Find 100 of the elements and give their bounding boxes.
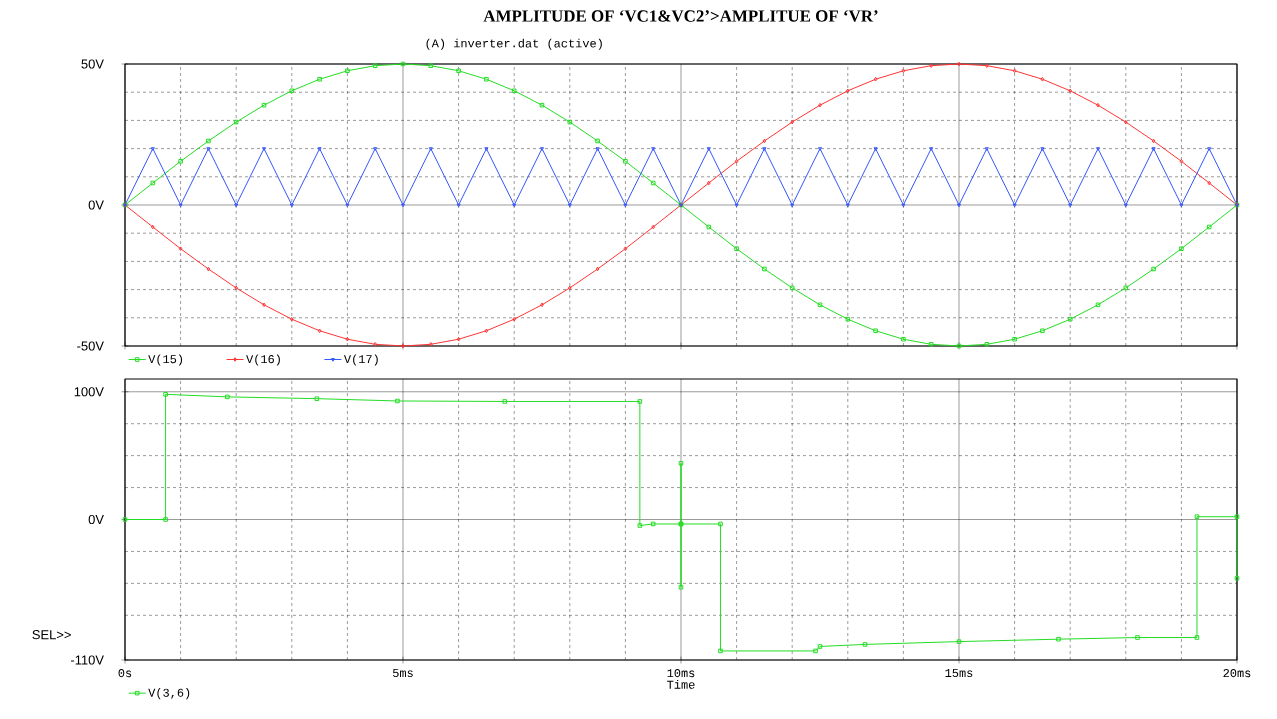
- point: [1123, 203, 1128, 208]
- point: [345, 68, 350, 74]
- point: [1206, 224, 1212, 230]
- point: [813, 648, 818, 654]
- point: [762, 266, 767, 272]
- legend-label: V(3,6): [148, 688, 190, 700]
- point: [1096, 102, 1100, 108]
- legend-label: V(15): [148, 354, 183, 366]
- point: [901, 68, 906, 74]
- point: [1095, 302, 1101, 308]
- point: [1207, 180, 1212, 186]
- point: [637, 523, 643, 528]
- point: [262, 302, 266, 308]
- point: [1012, 203, 1017, 208]
- point: [984, 63, 989, 68]
- point: [817, 147, 823, 151]
- point: [1123, 285, 1129, 291]
- point: [706, 224, 712, 230]
- point: [1123, 119, 1128, 125]
- legend-label: V(16): [246, 354, 280, 366]
- point: [150, 224, 155, 230]
- point: [1151, 266, 1156, 272]
- point: [395, 398, 400, 404]
- point: [650, 180, 656, 186]
- point: [567, 285, 572, 291]
- y-tick-label: 0V: [88, 200, 104, 210]
- legend-label: V(17): [343, 354, 378, 366]
- point: [233, 119, 239, 125]
- point: [734, 203, 739, 208]
- point: [762, 147, 767, 151]
- point: [502, 399, 508, 404]
- point: [372, 63, 378, 68]
- point: [1135, 635, 1140, 640]
- point: [651, 147, 656, 151]
- point: [1179, 203, 1184, 208]
- point: [289, 203, 294, 208]
- point: [718, 648, 723, 654]
- point: [873, 147, 878, 151]
- point: [225, 394, 230, 400]
- point: [512, 203, 517, 208]
- point: [428, 147, 433, 151]
- text: SEL>>: [32, 630, 71, 640]
- point: [845, 88, 850, 94]
- point: [817, 302, 823, 308]
- point: [1179, 246, 1184, 251]
- point: [650, 521, 656, 527]
- point: [163, 517, 168, 522]
- point: [873, 76, 878, 82]
- x-tick-label: 5ms: [392, 669, 413, 677]
- point: [289, 316, 294, 322]
- point: [957, 61, 961, 67]
- point: [206, 138, 211, 144]
- point: [345, 336, 350, 342]
- point: [1067, 316, 1073, 322]
- point: [1095, 147, 1101, 151]
- point: [178, 203, 183, 208]
- point: [456, 68, 461, 74]
- point: [984, 342, 990, 347]
- point: [178, 159, 183, 164]
- point: [1234, 514, 1240, 519]
- point: [1068, 203, 1073, 208]
- point: [873, 328, 878, 334]
- point: [1040, 328, 1045, 334]
- point: [789, 285, 795, 291]
- point: [1207, 147, 1212, 151]
- point: [984, 147, 989, 151]
- point: [261, 147, 267, 151]
- point: [1194, 635, 1200, 640]
- point: [818, 102, 822, 108]
- point: [706, 180, 711, 186]
- point: [163, 392, 168, 397]
- point: [539, 147, 545, 151]
- point: [595, 138, 600, 144]
- point: [928, 342, 934, 347]
- point: [1151, 147, 1156, 151]
- point: [1040, 76, 1045, 82]
- point: [540, 302, 544, 308]
- point: [317, 147, 322, 151]
- point: [1056, 636, 1061, 642]
- point: [623, 159, 628, 164]
- point: [929, 63, 934, 68]
- point: [862, 642, 868, 647]
- point: [678, 584, 684, 590]
- point: [428, 342, 433, 347]
- point: [901, 203, 906, 208]
- point: [373, 147, 378, 151]
- point: [511, 88, 517, 94]
- chart-title: AMPLITUDE OF ‘VC1&VC2’>AMPLITUE OF ‘VR’: [483, 10, 878, 22]
- x-tick-label: 10ms: [667, 669, 695, 678]
- point: [718, 521, 723, 527]
- point: [817, 644, 823, 649]
- point: [401, 343, 405, 349]
- point: [484, 328, 489, 334]
- point: [289, 88, 295, 94]
- y-tick-label: 50V: [81, 59, 104, 69]
- point: [651, 224, 656, 230]
- point: [1068, 88, 1073, 94]
- point: [317, 76, 322, 82]
- y-tick-label: 100V: [74, 387, 104, 397]
- point: [790, 203, 795, 208]
